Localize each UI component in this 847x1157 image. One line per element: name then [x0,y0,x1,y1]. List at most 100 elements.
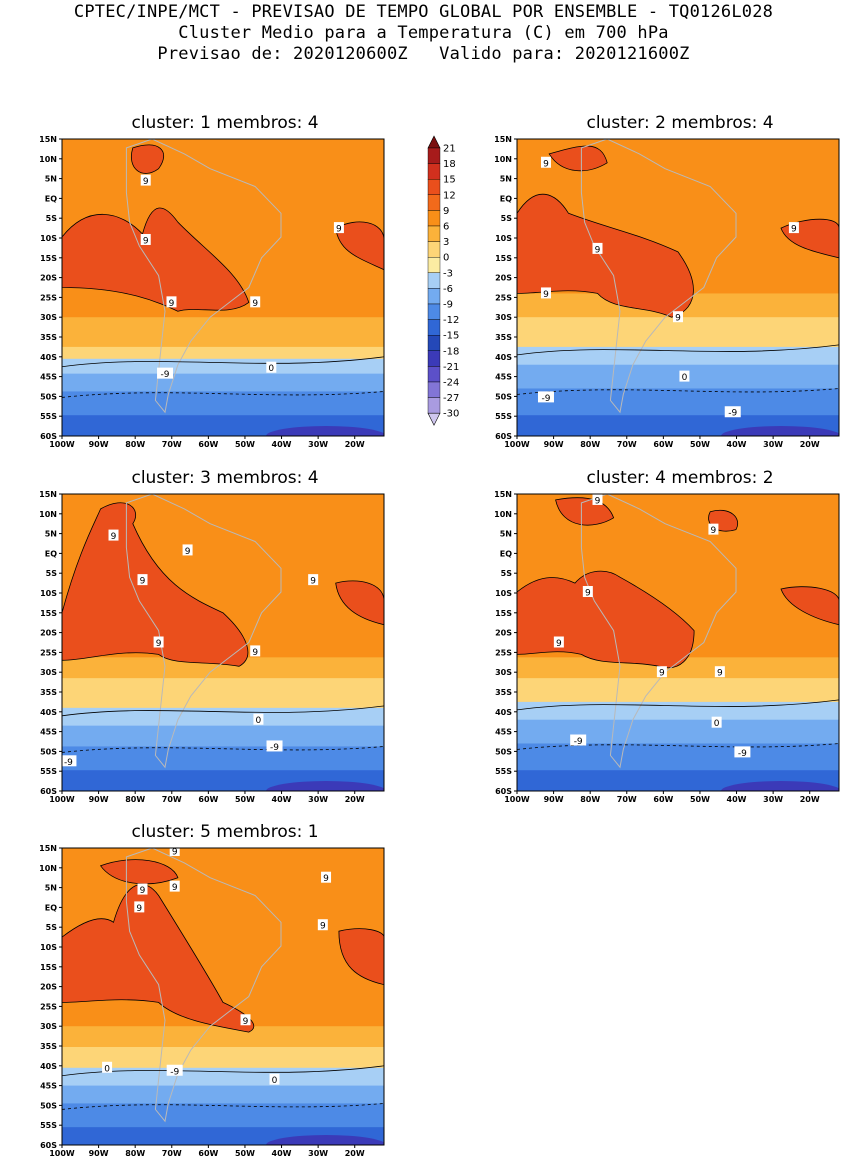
map-frame [61,847,385,1146]
lon-label: 100W [49,1149,75,1157]
map-panel-cluster-2: 9 9 9 9 9 0 -9 -9 15N 10N 5N EQ 5S 10S 15S 20S 25S 30S 35S… [494,135,840,448]
map-panel-cluster-5: 9 9 9 9 9 9 9 0 0 -9 15N 10N 5N EQ 5S 10S 15S 20S 25S 30S 35… [39,844,385,1157]
contour-label: 9 [136,904,142,914]
colorbar-label: -30 [443,409,459,420]
contour-label: 9 [143,236,149,246]
contour-label: 9 [140,577,146,587]
lon-label: 60W [198,440,218,448]
lat-label: 30S [495,668,512,677]
field-band [517,678,839,703]
lat-label: EQ [500,549,512,558]
contour-label-box [537,391,554,403]
contour-label: 9 [323,874,329,884]
field-band [517,317,839,348]
field-band [62,725,384,747]
lat-label: 30S [40,1022,57,1031]
lon-label: 70W [617,795,637,803]
contour-label: 9 [717,669,723,679]
colorbar-swatch [427,381,441,398]
contour-label-box [134,901,145,913]
lat-label: 15S [40,609,57,618]
coastline [580,139,737,414]
lon-label: 50W [690,795,710,803]
lat-label: EQ [500,194,512,203]
lat-label: 45S [40,1082,57,1091]
lat-label: 10N [39,510,57,519]
contour-label: 9 [252,299,258,309]
lon-label: 40W [727,440,747,448]
colorbar-label: 18 [443,159,456,170]
lat-label: 5N [500,175,512,184]
contour-label: -9 [541,394,550,404]
lat-label: 35S [40,333,57,342]
panel-3-title: cluster: 3 membros: 4 [131,468,319,488]
header-line-3: Previsao de: 2020120600Z Valido para: 20… [157,44,690,64]
contour-label-box [240,1014,251,1026]
contour-label: 9 [675,314,681,324]
lon-label: 100W [504,795,530,803]
lat-label: 60S [495,787,512,796]
contour-label: -9 [738,749,747,759]
contour-label: 0 [256,716,262,726]
field-band [517,657,839,679]
lat-label: 10S [495,589,512,598]
lat-label: EQ [45,549,57,558]
lat-label: 35S [40,1042,57,1051]
lat-label: 40S [495,353,512,362]
contour-label-box [673,311,683,323]
contour-label-box [321,871,332,883]
map-panel-cluster-1: 9 9 9 9 9 0 -9 15N 10N 5N EQ 5S 10S 15S 20S 25S 30S 35S 40… [39,135,385,448]
colorbar-label: -27 [443,393,459,404]
field-band [62,707,384,727]
lat-label: 45S [40,373,57,382]
colorbar-bottom-arrow [427,412,441,426]
contour-label: 9 [310,577,316,587]
colorbar: 21 18 15 12 9 6 3 0 -3 -6 -9 -12 -15 -18 -21 -24 -27 -30 [427,135,459,426]
contour-label: 9 [172,847,178,857]
contour-label: 9 [791,225,797,235]
lat-label: 60S [40,1141,57,1150]
contour-label: -9 [64,758,73,768]
lat-label: 40S [495,708,512,717]
contour-label-box [108,529,119,541]
lat-label: 55S [40,767,57,776]
lon-label: 20W [345,1149,365,1157]
zero-contour [62,356,384,368]
lat-label: 10S [40,234,57,243]
lat-label: EQ [45,194,57,203]
contour-label: 9 [243,1017,249,1027]
lat-label: 10S [40,943,57,952]
field-band [62,657,384,679]
contour-label-box [734,746,751,758]
contour-label-box [540,287,551,299]
contour-label-box [540,156,551,168]
colorbar-label: -21 [443,362,459,373]
contour-label: 9 [320,922,326,932]
minus-nine-contour [517,388,839,395]
contour-label: -9 [728,409,737,419]
map-frame [516,138,840,437]
field-band [62,1067,384,1087]
contour-label: 9 [543,290,549,300]
contour-label-box [250,645,261,657]
contour-label: -9 [574,737,583,747]
lat-label: 60S [40,787,57,796]
contour-label-box [266,740,283,752]
field-band [62,346,384,360]
contour-label-box [570,734,587,746]
colorbar-swatch [427,288,441,305]
contour-label: 9 [143,177,149,187]
lat-label: 55S [40,1121,57,1130]
colorbar-swatch [427,147,441,164]
lat-label: 20S [495,274,512,283]
warm-region-contour [62,502,384,667]
contour-label: 9 [659,669,665,679]
lat-label: 20S [495,629,512,638]
lat-label: 20S [40,629,57,638]
lat-label: 40S [40,708,57,717]
contour-label: 9 [156,639,162,649]
contour-label: 9 [252,648,258,658]
lat-label: 30S [40,313,57,322]
lat-label: 60S [40,432,57,441]
contour-label-box [250,296,261,308]
